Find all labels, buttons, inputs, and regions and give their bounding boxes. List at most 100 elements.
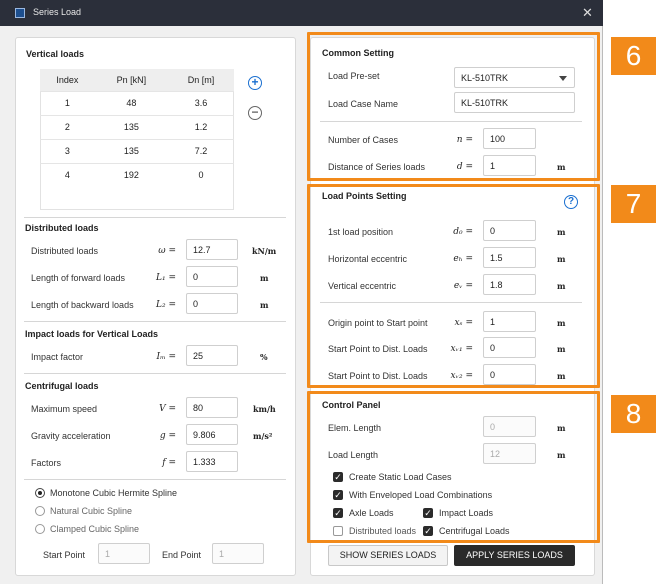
series-distance-input[interactable]: 1 [483, 155, 536, 176]
impact-factor-input[interactable]: 25 [186, 345, 238, 366]
field-unit: m [260, 273, 269, 283]
table-cell[interactable]: 1.2 [168, 114, 234, 139]
maximum-speed-input[interactable]: 80 [186, 397, 238, 418]
field-symbol: Iₘ = [156, 352, 176, 362]
right-panel [310, 37, 595, 576]
checkbox-label[interactable]: With Enveloped Load Combinations [349, 490, 493, 500]
origin-to-start-input[interactable]: 1 [483, 311, 536, 332]
centrifugal-loads-checkbox[interactable]: ✓ [423, 526, 433, 536]
field-label: Gravity acceleration [31, 431, 111, 441]
spline-option-label[interactable]: Clamped Cubic Spline [50, 524, 140, 534]
control-panel-title: Control Panel [322, 400, 381, 410]
distributed-loads-checkbox[interactable] [333, 526, 343, 536]
close-icon[interactable]: ✕ [582, 5, 593, 20]
apply-series-loads-button[interactable]: APPLY SERIES LOADS [454, 545, 575, 566]
factors-input[interactable]: 1.333 [186, 451, 238, 472]
checkbox-label[interactable]: Distributed loads [349, 526, 417, 536]
field-symbol: eᵥ = [453, 281, 473, 291]
show-series-loads-button[interactable]: SHOW SERIES LOADS [328, 545, 448, 566]
field-symbol: d₀ = [453, 227, 473, 237]
start-point-label: Start Point [43, 550, 86, 560]
load-length-input[interactable]: 12 [483, 443, 536, 464]
add-row-icon[interactable]: + [248, 76, 262, 90]
table-row[interactable]: 4 192 0 [40, 162, 234, 187]
field-unit: m [557, 162, 566, 172]
checkbox-label[interactable]: Centrifugal Loads [439, 526, 510, 536]
table-cell[interactable]: 192 [94, 162, 169, 187]
field-symbol: ω = [158, 246, 176, 256]
axle-loads-checkbox[interactable]: ✓ [333, 508, 343, 518]
divider [24, 373, 286, 374]
table-cell[interactable]: 0 [168, 162, 234, 187]
field-label: 1st load position [328, 227, 394, 237]
field-label: Vertical eccentric [328, 281, 397, 291]
number-of-cases-input[interactable]: 100 [483, 128, 536, 149]
spline-radio-natural[interactable] [35, 506, 45, 516]
field-label: Start Point to Dist. Loads [328, 371, 428, 381]
window-title: Series Load [33, 7, 82, 17]
backward-length-input[interactable]: 0 [186, 293, 238, 314]
impact-loads-title: Impact loads for Vertical Loads [25, 329, 159, 339]
table-cell[interactable]: 7.2 [168, 138, 234, 163]
field-symbol: xᵥ₂ = [450, 371, 473, 381]
table-row[interactable]: 1 48 3.6 [40, 90, 234, 115]
title-bar: Series Load ✕ [0, 0, 603, 26]
table-row[interactable]: 3 135 7.2 [40, 138, 234, 163]
table-cell[interactable]: 4 [40, 162, 95, 187]
field-symbol: xᵥ₁ = [450, 344, 473, 354]
app-icon [15, 8, 25, 18]
field-symbol: n = [456, 135, 473, 145]
distributed-loads-title: Distributed loads [25, 223, 99, 233]
vertical-loads-title: Vertical loads [26, 49, 85, 59]
start-to-dist2-input[interactable]: 0 [483, 364, 536, 385]
case-name-input[interactable]: KL-510TRK [454, 92, 575, 113]
table-cell[interactable]: 135 [94, 138, 169, 163]
gravity-input[interactable]: 9.806 [186, 424, 238, 445]
horizontal-eccentric-input[interactable]: 1.5 [483, 247, 536, 268]
start-point-input[interactable]: 1 [98, 543, 150, 564]
case-name-label: Load Case Name [328, 99, 399, 109]
field-symbol: V = [159, 404, 176, 414]
table-cell[interactable]: 3 [40, 138, 95, 163]
spline-option-label[interactable]: Natural Cubic Spline [50, 506, 133, 516]
elem-length-label: Elem. Length [328, 423, 382, 433]
highlight-common-setting [307, 32, 600, 181]
field-unit: km/h [253, 404, 276, 414]
checkbox-label[interactable]: Create Static Load Cases [349, 472, 452, 482]
table-cell[interactable]: 3.6 [168, 90, 234, 115]
spline-radio-clamped[interactable] [35, 524, 45, 534]
end-point-input[interactable]: 1 [212, 543, 264, 564]
remove-row-icon[interactable]: − [248, 106, 262, 120]
field-symbol: xₛ = [454, 318, 473, 328]
field-symbol: g = [159, 431, 176, 441]
vertical-eccentric-input[interactable]: 1.8 [483, 274, 536, 295]
first-load-position-input[interactable]: 0 [483, 220, 536, 241]
distributed-loads-input[interactable]: 12.7 [186, 239, 238, 260]
help-icon[interactable]: ? [564, 195, 578, 209]
field-label: Origin point to Start point [328, 318, 428, 328]
checkbox-label[interactable]: Impact Loads [439, 508, 494, 518]
table-cell[interactable]: 2 [40, 114, 95, 139]
divider [24, 217, 286, 218]
vertical-loads-table: Index Pn [kN] Dn [m] 1 48 3.6 2 135 1.2 … [40, 69, 234, 187]
checkbox-label[interactable]: Axle Loads [349, 508, 394, 518]
table-cell[interactable]: 135 [94, 114, 169, 139]
enveloped-combinations-checkbox[interactable]: ✓ [333, 490, 343, 500]
divider [24, 479, 286, 480]
table-row[interactable]: 2 135 1.2 [40, 114, 234, 139]
create-static-checkbox[interactable]: ✓ [333, 472, 343, 482]
spline-option-label[interactable]: Monotone Cubic Hermite Spline [50, 488, 178, 498]
table-cell[interactable]: 48 [94, 90, 169, 115]
table-header: Index Pn [kN] Dn [m] [40, 69, 234, 91]
annotation-badge-7: 7 [611, 185, 656, 223]
column-header: Pn [kN] [94, 69, 169, 91]
forward-length-input[interactable]: 0 [186, 266, 238, 287]
load-preset-select[interactable]: KL-510TRK [454, 67, 575, 88]
impact-loads-checkbox[interactable]: ✓ [423, 508, 433, 518]
preset-value: KL-510TRK [461, 73, 509, 83]
start-to-dist1-input[interactable]: 0 [483, 337, 536, 358]
spline-radio-monotone[interactable] [35, 488, 45, 498]
elem-length-input[interactable]: 0 [483, 416, 536, 437]
table-cell[interactable]: 1 [40, 90, 95, 115]
highlight-load-points [307, 184, 600, 388]
